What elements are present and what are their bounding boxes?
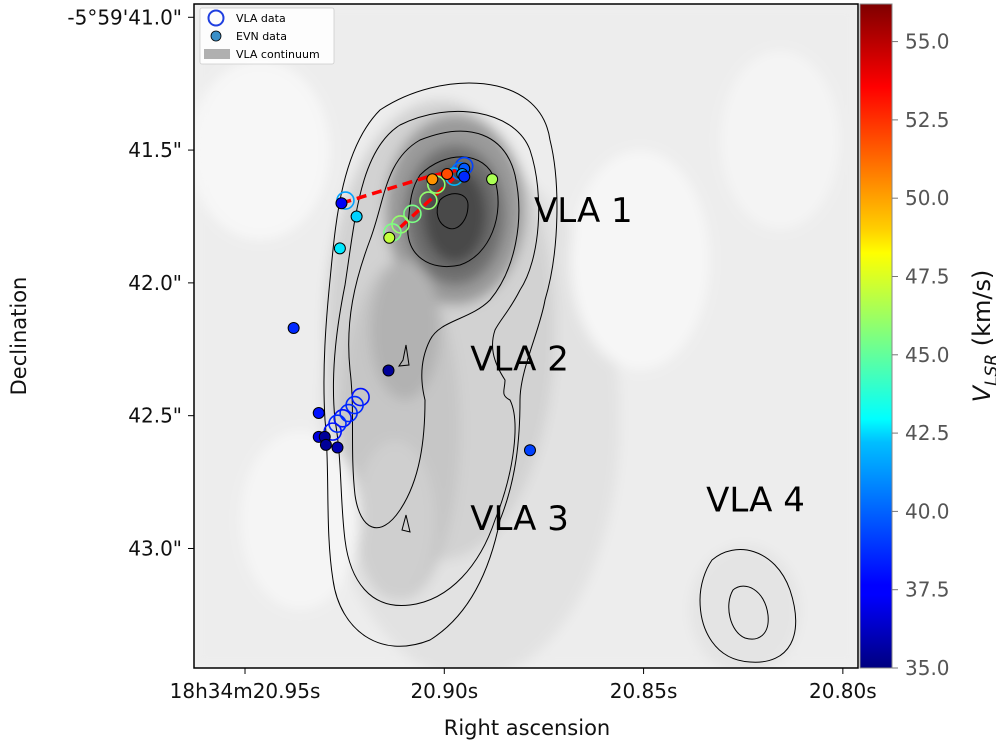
x-tick-label: 18h34m20.95s <box>170 679 321 703</box>
colorbar-tick-label: 37.5 <box>905 578 950 602</box>
colorbar-ticks: 35.0 37.5 40.0 42.5 45.0 47.5 50.0 52.5 55.0 <box>892 30 950 680</box>
x-tick-label: 20.80s <box>809 679 877 703</box>
x-tick-label: 20.85s <box>610 679 678 703</box>
evn-data-point <box>382 364 395 377</box>
legend: VLA data EVN data VLA continuum <box>199 7 335 65</box>
y-tick-label: -5°59'41.0" <box>67 5 182 29</box>
x-tick-label: 20.90s <box>410 679 478 703</box>
colorbar-tick-label: 52.5 <box>905 108 950 132</box>
vla-data-point <box>403 204 422 224</box>
colorbar: 35.0 37.5 40.0 42.5 45.0 47.5 50.0 52.5 55.0 VLS… <box>859 3 996 680</box>
evn-data-point <box>458 170 471 183</box>
contour-outer <box>323 82 558 647</box>
legend-evn-marker <box>210 30 222 42</box>
plot-frame <box>193 3 859 669</box>
colorbar-tick-label: 50.0 <box>905 186 950 210</box>
colorbar-tick-label: 47.5 <box>905 264 950 288</box>
evn-data-point <box>287 322 300 335</box>
contour-small-2 <box>401 514 411 533</box>
evn-data-point <box>331 441 344 454</box>
colorbar-label-sub: LSR <box>982 354 996 386</box>
region-label: VLA 1 <box>534 191 633 231</box>
contour-vla4-outer <box>699 549 797 663</box>
evn-data-point <box>523 444 536 457</box>
region-label: VLA 3 <box>470 499 569 539</box>
y-axis-title: Declination <box>7 277 31 396</box>
continuum-image: VLA 1 VLA 2 VLA 3 VLA 4 <box>194 4 858 668</box>
y-tick-label: 41.5" <box>128 138 182 162</box>
evn-data-point <box>312 407 325 420</box>
vla-data-point <box>419 191 438 210</box>
evn-data-point <box>441 167 454 180</box>
legend-evn-label: EVN data <box>236 30 287 43</box>
colorbar-label-rest: (km/s) <box>968 270 996 354</box>
contour-3 <box>348 130 520 529</box>
vla-data-point <box>333 409 352 428</box>
contour-5 <box>436 193 469 230</box>
vla-data-point <box>339 403 358 423</box>
y-tick-label: 42.0" <box>128 271 182 295</box>
y-axis-ticks: -5°59'41.0" 41.5" 42.0" 42.5" 43.0" <box>67 5 194 560</box>
contour-2 <box>332 110 540 607</box>
dashed-path-2 <box>399 167 466 229</box>
y-tick-label: 43.0" <box>128 536 182 560</box>
region-label: VLA 2 <box>470 340 569 380</box>
evn-data-point <box>426 173 439 186</box>
contour-4 <box>407 156 499 267</box>
evn-data-point <box>350 210 363 223</box>
colorbar-label-main: V <box>968 384 996 402</box>
legend-continuum-patch <box>204 49 230 59</box>
evn-data-point <box>383 231 396 244</box>
evn-data-point <box>319 438 332 451</box>
legend-continuum-label: VLA continuum <box>236 48 320 61</box>
plot-area: VLA 1 VLA 2 VLA 3 VLA 4 <box>193 3 859 669</box>
colorbar-tick-label: 45.0 <box>905 343 950 367</box>
legend-box <box>199 7 335 65</box>
evn-data-point <box>335 197 348 210</box>
contour-vla4-inner <box>728 585 769 640</box>
legend-vla-label: VLA data <box>236 12 286 25</box>
y-tick-label: 42.5" <box>128 404 182 428</box>
region-label: VLA 4 <box>706 480 805 520</box>
colorbar-tick-label: 40.0 <box>905 499 950 523</box>
colorbar-tick-label: 42.5 <box>905 421 950 445</box>
contour-small-1 <box>397 344 410 367</box>
evn-data-point <box>486 173 499 186</box>
evn-data-points <box>287 162 536 457</box>
colorbar-tick-label: 55.0 <box>905 30 950 54</box>
evn-data-point <box>333 242 346 255</box>
colorbar-label: VLSR (km/s) <box>968 270 996 403</box>
colorbar-gradient <box>859 3 893 669</box>
continuum-contours <box>323 82 797 663</box>
region-labels: VLA 1 VLA 2 VLA 3 VLA 4 <box>470 191 805 539</box>
x-axis-ticks: 18h34m20.95s 20.90s 20.85s 20.80s <box>170 668 877 703</box>
colorbar-tick-label: 35.0 <box>905 656 950 680</box>
x-axis-title: Right ascension <box>444 716 611 740</box>
legend-vla-marker <box>207 9 225 27</box>
